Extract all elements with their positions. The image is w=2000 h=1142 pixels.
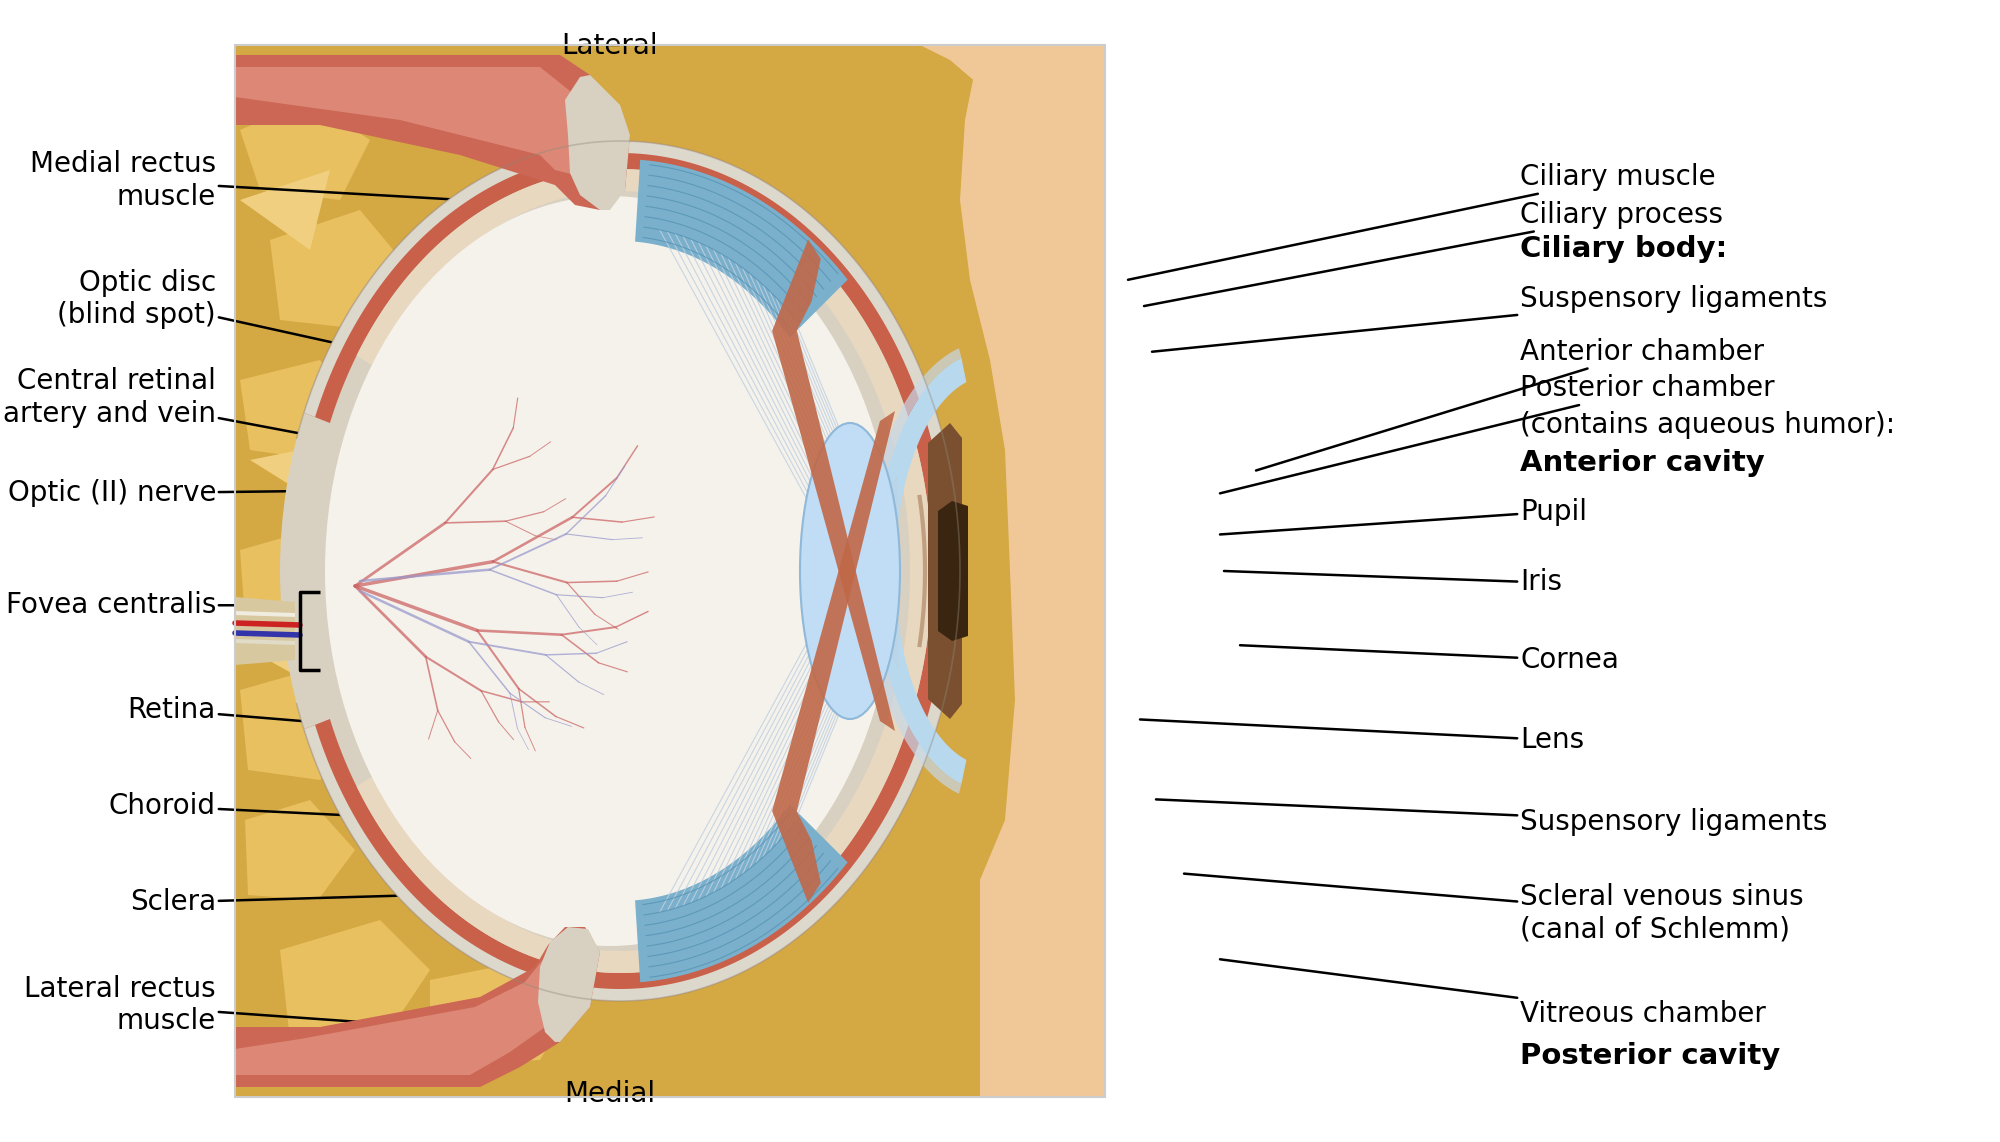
Text: Anterior chamber: Anterior chamber (1256, 338, 1764, 471)
Polygon shape (772, 411, 896, 902)
Text: Suspensory ligaments: Suspensory ligaments (1152, 286, 1828, 352)
Polygon shape (938, 501, 968, 641)
Polygon shape (244, 801, 356, 900)
Text: Vitreous chamber: Vitreous chamber (1220, 959, 1766, 1028)
Text: Lateral rectus
muscle: Lateral rectus muscle (24, 975, 490, 1035)
Polygon shape (236, 67, 596, 175)
Polygon shape (270, 210, 410, 330)
Polygon shape (566, 75, 630, 210)
Text: Cornea: Cornea (1240, 645, 1618, 674)
Polygon shape (250, 440, 350, 510)
Polygon shape (236, 45, 1104, 1097)
Text: Central retinal
artery and vein: Central retinal artery and vein (4, 368, 496, 471)
Ellipse shape (280, 140, 960, 1002)
Polygon shape (960, 45, 1104, 1097)
Polygon shape (304, 140, 960, 1002)
Text: Fovea centralis: Fovea centralis (6, 592, 660, 619)
Polygon shape (636, 160, 848, 338)
Text: Lens: Lens (1140, 719, 1584, 754)
Text: Posterior cavity: Posterior cavity (1520, 1043, 1780, 1070)
Text: Sclera: Sclera (130, 888, 490, 916)
Polygon shape (236, 611, 296, 617)
Polygon shape (236, 947, 572, 1075)
Ellipse shape (324, 196, 896, 946)
Text: Suspensory ligaments: Suspensory ligaments (1156, 799, 1828, 836)
Text: Ciliary muscle: Ciliary muscle (1128, 163, 1716, 280)
Polygon shape (356, 169, 932, 973)
Text: Retina: Retina (128, 697, 490, 737)
Polygon shape (250, 630, 350, 700)
Polygon shape (236, 621, 296, 627)
Polygon shape (240, 530, 350, 630)
Text: Pupil: Pupil (1220, 498, 1588, 534)
Polygon shape (920, 45, 1104, 200)
Polygon shape (236, 597, 296, 665)
Text: Ciliary process: Ciliary process (1144, 201, 1724, 306)
Text: Medial: Medial (564, 1080, 656, 1108)
Polygon shape (240, 100, 370, 200)
Polygon shape (236, 640, 296, 645)
Polygon shape (240, 670, 360, 780)
Polygon shape (430, 960, 570, 1065)
Text: Scleral venous sinus
(canal of Schlemm): Scleral venous sinus (canal of Schlemm) (1184, 874, 1804, 943)
Polygon shape (236, 55, 630, 210)
Polygon shape (280, 920, 430, 1040)
Text: Lateral: Lateral (562, 32, 658, 59)
Text: Posterior chamber: Posterior chamber (1220, 375, 1774, 493)
Text: Optic disc
(blind spot): Optic disc (blind spot) (58, 270, 540, 388)
Polygon shape (240, 170, 330, 250)
Polygon shape (928, 423, 962, 719)
Polygon shape (304, 140, 960, 1002)
Text: Medial rectus
muscle: Medial rectus muscle (30, 151, 520, 210)
Text: Anterior cavity: Anterior cavity (1520, 449, 1764, 476)
Polygon shape (636, 804, 848, 982)
Text: Iris: Iris (1224, 569, 1562, 596)
Text: Ciliary body:: Ciliary body: (1520, 235, 1728, 263)
Polygon shape (538, 927, 600, 1042)
Text: Choroid: Choroid (108, 793, 490, 822)
Polygon shape (866, 348, 962, 794)
Polygon shape (772, 240, 896, 731)
Polygon shape (240, 360, 360, 460)
Polygon shape (876, 357, 966, 785)
Ellipse shape (800, 423, 900, 719)
Polygon shape (236, 927, 600, 1087)
Text: (contains aqueous humor):: (contains aqueous humor): (1520, 411, 1896, 439)
Text: Optic (II) nerve: Optic (II) nerve (8, 480, 496, 507)
